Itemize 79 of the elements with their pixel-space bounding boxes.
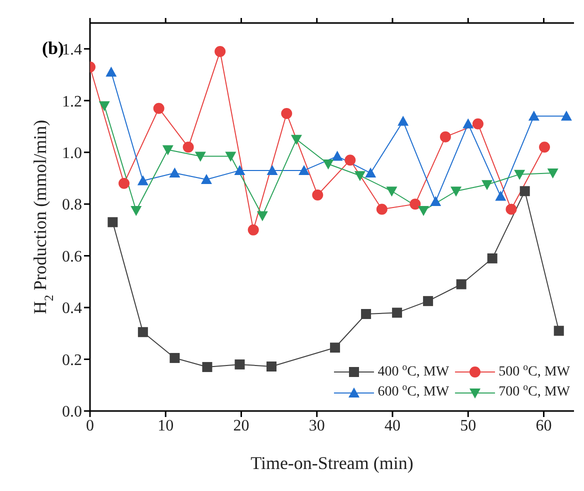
point [248, 224, 259, 236]
y-tick-label: 1.4 [62, 42, 82, 59]
point [256, 211, 268, 222]
point [194, 152, 206, 162]
point [169, 168, 180, 178]
point [322, 159, 334, 170]
point [456, 279, 466, 290]
y-tick-label: 0.2 [62, 352, 82, 369]
x-tick-label: 40 [384, 417, 400, 434]
point [312, 190, 324, 201]
point [506, 204, 517, 215]
y-tick-label: 0.6 [62, 248, 82, 266]
point [354, 171, 366, 182]
point [298, 164, 310, 175]
point [430, 196, 442, 206]
point [108, 217, 118, 228]
y-tick-label: 0.4 [62, 300, 82, 318]
text: (b) [42, 38, 64, 58]
point [344, 154, 356, 166]
x-tick-label: 20 [233, 417, 250, 434]
point [482, 180, 493, 190]
point [162, 145, 174, 156]
x-tick-label: 10 [158, 417, 174, 434]
point [98, 101, 110, 112]
legend-label: 700 $^{o}$C, MW [498, 382, 570, 400]
point [514, 170, 526, 180]
point [520, 186, 530, 196]
point [376, 204, 388, 215]
point [547, 168, 558, 179]
point [225, 152, 236, 162]
legend-label: 500 $^{o}$C, MW [498, 362, 570, 380]
point [202, 362, 212, 372]
point [281, 108, 292, 120]
point [214, 46, 226, 57]
y-tick-label: 1.2 [62, 93, 82, 110]
x-tick-label: 60 [536, 417, 552, 434]
point [365, 168, 376, 178]
x-tick-label: 30 [308, 417, 325, 434]
point [487, 253, 498, 264]
y-tick-label: 1.0 [62, 145, 82, 162]
point [266, 362, 276, 372]
point [130, 206, 142, 216]
point [330, 342, 340, 353]
x-axis-title: Time-on-Stream (min) [250, 453, 414, 473]
point [418, 206, 430, 216]
point [200, 174, 212, 184]
x-tick-label: 0 [86, 417, 94, 434]
point [234, 359, 245, 370]
point [234, 164, 246, 175]
point [153, 102, 164, 114]
point [137, 175, 148, 186]
point [392, 308, 402, 318]
point [495, 190, 506, 201]
point [440, 131, 451, 142]
point [462, 118, 474, 128]
point [138, 327, 148, 338]
y-tick-label: 0.0 [62, 404, 82, 421]
x-tick-label: 50 [460, 417, 476, 434]
point [410, 198, 421, 210]
point [361, 309, 372, 319]
point [386, 186, 398, 197]
point [398, 116, 409, 126]
point [472, 118, 484, 130]
point [539, 142, 550, 153]
point [106, 66, 117, 77]
point [423, 296, 434, 306]
y-tick-label: 0.8 [62, 196, 82, 214]
point [118, 178, 130, 189]
point [528, 110, 540, 121]
point [332, 150, 343, 161]
point [170, 352, 180, 363]
point [266, 164, 278, 175]
legend-label: 400 $^{o}$C, MW [378, 362, 450, 380]
point [290, 134, 302, 145]
point [560, 110, 572, 121]
point [182, 142, 194, 153]
legend-label: 600 $^{o}$C, MW [378, 382, 450, 400]
point [450, 186, 462, 197]
point [554, 326, 564, 336]
